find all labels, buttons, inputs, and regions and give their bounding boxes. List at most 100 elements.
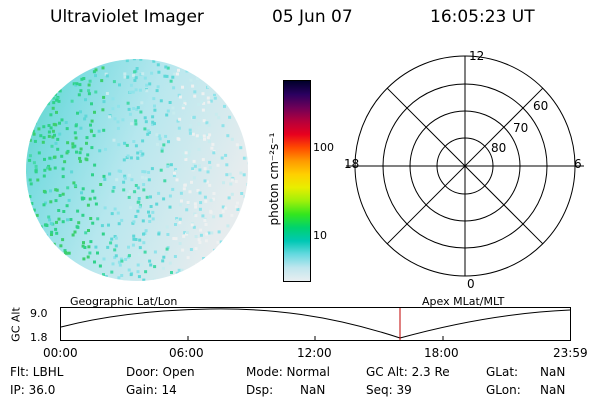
disk-pixel (94, 245, 98, 249)
disk-pixel (227, 196, 231, 200)
disk-pixel (113, 248, 117, 252)
disk-pixel (75, 82, 79, 86)
disk-pixel (199, 228, 203, 232)
orbit-xtick-1800: 18:00 (424, 346, 459, 360)
disk-pixel (125, 283, 128, 285)
disk-pixel (168, 101, 172, 104)
disk-pixel (134, 122, 138, 126)
disk-pixel (162, 255, 166, 259)
disk-pixel (86, 153, 90, 157)
disk-pixel (213, 248, 217, 252)
disk-pixel (127, 245, 130, 249)
disk-pixel (239, 108, 243, 112)
disk-pixel (149, 195, 152, 199)
disk-pixel (174, 237, 178, 241)
disk-pixel (57, 217, 61, 221)
disk-pixel (31, 83, 35, 87)
status-seq: Seq: 39 (366, 383, 412, 397)
disk-pixel (247, 139, 248, 143)
disk-pixel (39, 225, 43, 229)
disk-pixel (240, 124, 244, 128)
disk-pixel (199, 233, 203, 237)
disk-pixel (236, 224, 240, 228)
disk-pixel (39, 59, 43, 60)
disk-pixel (144, 176, 148, 180)
disk-pixel (69, 218, 73, 221)
colorbar-tick-10: 10 (313, 229, 327, 242)
disk-pixel (66, 186, 70, 190)
disk-pixel (85, 270, 89, 274)
disk-pixel (249, 158, 252, 161)
disk-pixel (156, 85, 160, 89)
disk-pixel (105, 74, 109, 78)
disk-pixel (188, 124, 192, 128)
disk-pixel (183, 183, 187, 187)
disk-pixel (155, 89, 159, 93)
disk-pixel (48, 167, 52, 171)
disk-pixel (87, 245, 91, 249)
disk-pixel (212, 215, 216, 219)
disk-pixel (132, 234, 136, 238)
disk-pixel (79, 126, 83, 130)
disk-pixel (58, 59, 62, 62)
disk-pixel (63, 160, 67, 164)
disk-pixel (191, 167, 195, 171)
disk-pixel (244, 260, 248, 264)
disk-pixel (30, 220, 34, 224)
disk-pixel (179, 191, 183, 195)
disk-pixel (27, 137, 31, 141)
disk-pixel (70, 99, 74, 103)
disk-pixel (73, 184, 77, 188)
disk-pixel (54, 199, 58, 203)
disk-pixel (134, 238, 138, 241)
disk-pixel (246, 274, 248, 278)
disk-pixel (150, 71, 154, 75)
disk-pixel (169, 163, 173, 167)
disk-pixel (47, 124, 51, 127)
disk-pixel (66, 218, 69, 222)
disk-pixel (118, 263, 122, 267)
disk-pixel (142, 232, 145, 236)
disk-pixel (86, 203, 90, 207)
disk-pixel (67, 198, 71, 202)
disk-pixel (54, 188, 58, 192)
disk-pixel (49, 189, 52, 193)
disk-pixel (28, 103, 32, 107)
disk-pixel (64, 121, 68, 124)
disk-pixel (200, 277, 204, 281)
disk-pixel (111, 97, 115, 101)
disk-pixel (148, 235, 152, 239)
disk-pixel (160, 55, 163, 58)
disk-pixel (181, 104, 185, 107)
disk-pixel (65, 70, 69, 74)
disk-pixel (147, 210, 150, 214)
disk-pixel (89, 217, 93, 220)
disk-pixel (42, 203, 46, 207)
disk-pixel (78, 156, 82, 160)
disk-pixel (43, 157, 46, 161)
disk-pixel (201, 92, 205, 96)
disk-pixel (181, 61, 185, 65)
disk-pixel (192, 225, 196, 229)
disk-pixel (191, 84, 195, 88)
disk-pixel (114, 254, 118, 258)
disk-pixel (222, 181, 225, 185)
disk-pixel (45, 256, 49, 259)
disk-pixel (33, 271, 37, 274)
disk-pixel (213, 96, 217, 100)
disk-pixel (162, 197, 166, 201)
disk-pixel (203, 265, 207, 269)
disk-pixel (220, 156, 224, 160)
disk-pixel (185, 232, 188, 236)
disk-pixel (58, 132, 62, 136)
disk-pixel (60, 118, 64, 122)
disk-pixel (79, 110, 82, 114)
disk-pixel (147, 178, 151, 182)
status-glat-value: NaN (540, 365, 566, 379)
disk-pixel (23, 280, 26, 283)
disk-pixel (120, 259, 124, 263)
status-glat-label: GLat: (486, 365, 519, 379)
disk-pixel (33, 121, 37, 125)
disk-pixel (134, 76, 138, 80)
disk-pixel (249, 205, 252, 208)
